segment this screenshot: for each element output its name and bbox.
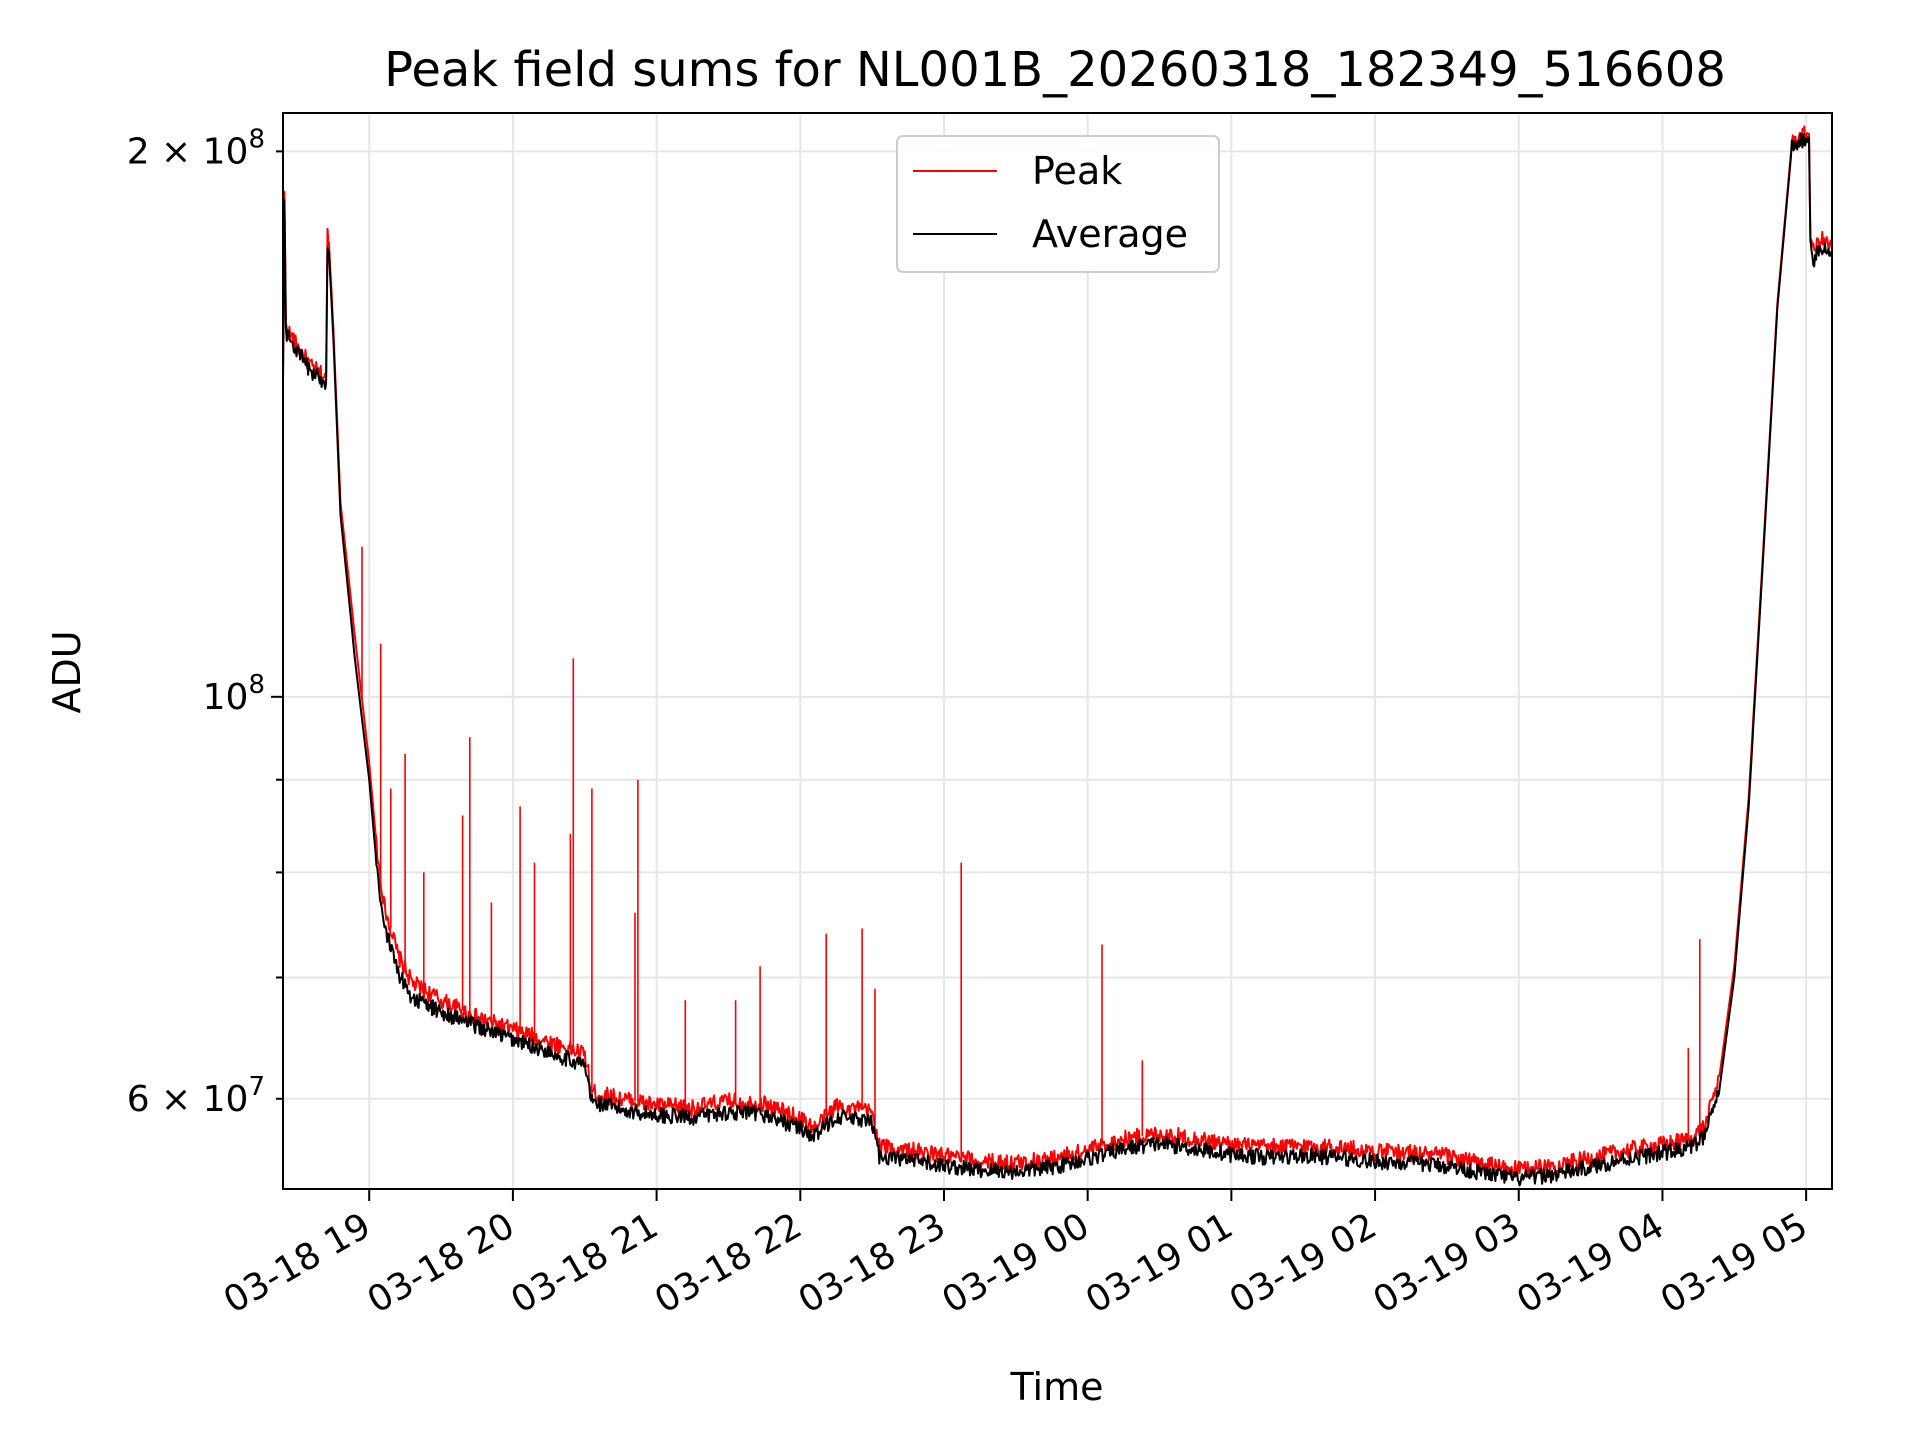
y-tick-mantissa: 10 [203,677,249,718]
chart-title: Peak field sums for NL001B_20260318_1823… [384,42,1726,98]
y-tick-label: 2 × 108 [127,124,265,172]
x-axis-label: Time [1010,1365,1104,1409]
plot-frame [282,112,1833,1190]
y-axis-label: ADU [45,630,89,713]
legend-label-peak: Peak [1032,149,1122,193]
y-tick-exponent: 7 [248,1072,265,1102]
legend-label-average: Average [1032,212,1188,256]
series-line-average [283,132,1832,1187]
legend: Peak Average [896,135,1220,273]
peak-spikes [361,546,1701,1159]
y-tick-label: 108 [203,670,265,718]
y-tick-mantissa: 6 × 10 [127,1079,249,1120]
y-tick-exponent: 8 [248,670,265,700]
y-tick-label: 6 × 107 [127,1072,265,1120]
y-tick-exponent: 8 [248,124,265,154]
y-tick-mantissa: 2 × 10 [127,131,249,172]
